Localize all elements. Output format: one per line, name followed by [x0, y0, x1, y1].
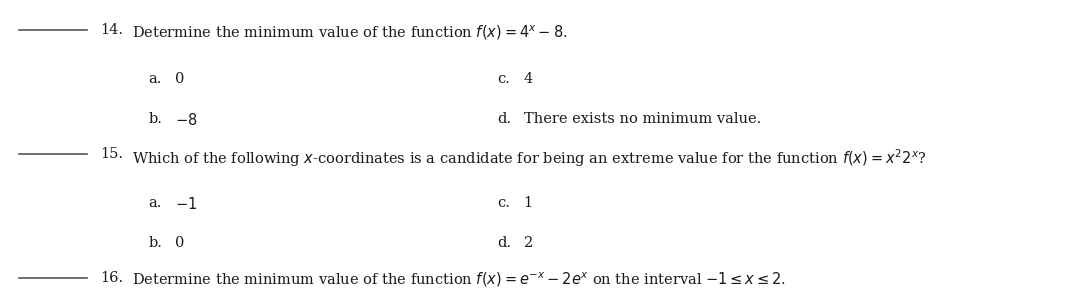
Text: c.: c. [497, 196, 510, 210]
Text: b.: b. [148, 112, 162, 126]
Text: $-8$: $-8$ [175, 112, 197, 128]
Text: a.: a. [148, 72, 162, 86]
Text: d.: d. [497, 236, 511, 250]
Text: There exists no minimum value.: There exists no minimum value. [523, 112, 761, 126]
Text: 14.: 14. [100, 23, 124, 37]
Text: 0: 0 [175, 72, 185, 86]
Text: 1: 1 [523, 196, 533, 210]
Text: a.: a. [148, 196, 162, 210]
Text: Determine the minimum value of the function $f(x) = 4^x - 8$.: Determine the minimum value of the funct… [133, 23, 568, 42]
Text: Which of the following $x$-coordinates is a candidate for being an extreme value: Which of the following $x$-coordinates i… [133, 147, 927, 169]
Text: 15.: 15. [100, 147, 124, 161]
Text: Determine the minimum value of the function $f(x) = e^{-x} - 2e^x$ on the interv: Determine the minimum value of the funct… [133, 271, 787, 290]
Text: 2: 2 [523, 236, 533, 250]
Text: b.: b. [148, 236, 162, 250]
Text: $-1$: $-1$ [175, 196, 196, 212]
Text: d.: d. [497, 112, 511, 126]
Text: 4: 4 [523, 72, 533, 86]
Text: 16.: 16. [100, 271, 124, 285]
Text: c.: c. [497, 72, 510, 86]
Text: 0: 0 [175, 236, 185, 250]
